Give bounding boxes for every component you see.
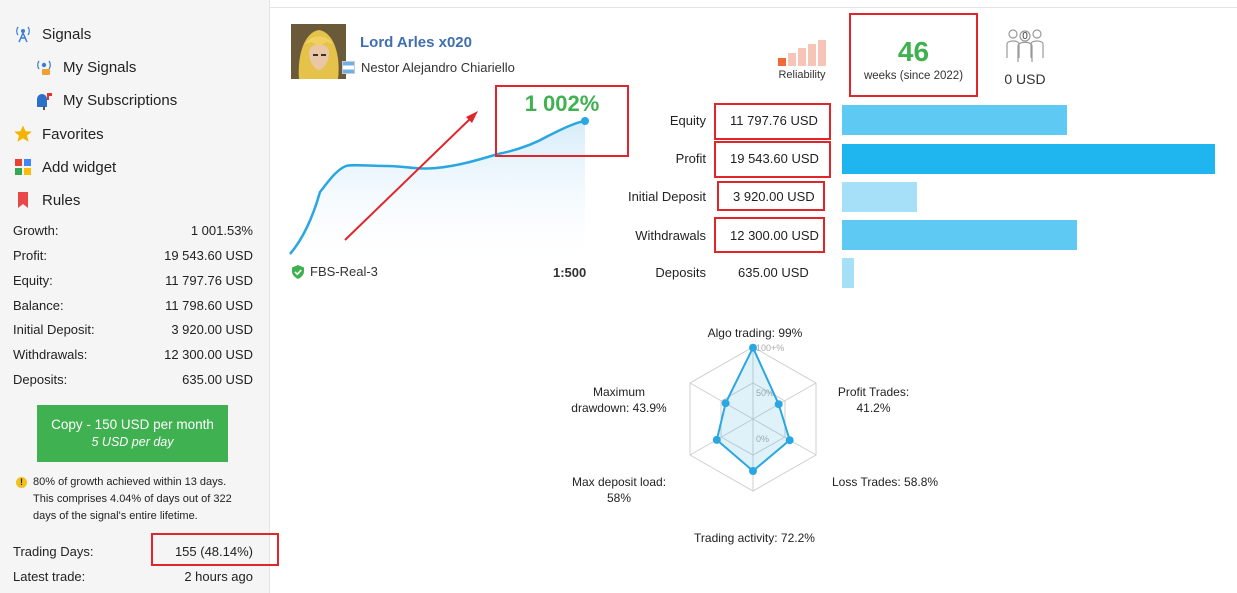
growth-line <box>289 119 586 255</box>
radar-point-2 <box>785 436 794 445</box>
sidebar-item-label: My Subscriptions <box>63 91 178 109</box>
sidebar-item-rules[interactable]: Rules <box>13 190 80 210</box>
subscribers-count: 0 <box>1022 31 1028 42</box>
bookmark-icon <box>13 190 33 210</box>
signal-title-link[interactable]: Lord Arles x020 <box>360 34 472 51</box>
stat-balance: Balance: 11 798.60 USD <box>13 298 253 313</box>
stat-latest-trade: Latest trade: 2 hours ago <box>13 569 253 584</box>
profit-value: 19 543.60 USD <box>730 151 819 166</box>
subscribers-value: 0 USD <box>1004 71 1046 87</box>
subscribers-people-icon: 0 <box>1006 29 1044 62</box>
radar-point-5 <box>721 399 730 408</box>
radar-label-activity: Trading activity: 72.2% <box>694 531 815 545</box>
copy-button-daily: 5 USD per day <box>91 435 174 449</box>
radar-point-0 <box>749 343 757 352</box>
stat-growth: Growth: 1 001.53% <box>13 223 253 238</box>
weeks-label: weeks (since 2022) <box>863 70 964 82</box>
copy-button-price: Copy - 150 USD per month <box>51 417 214 432</box>
stat-equity: Equity: 11 797.76 USD <box>13 273 253 288</box>
author: Nestor Alejandro Chiariello <box>342 60 515 75</box>
sidebar: Signals My Signals My Subscriptions Favo… <box>0 0 270 593</box>
mailbox-icon <box>34 90 54 110</box>
account-link[interactable]: FBS-Real-3 <box>291 264 378 279</box>
widget-icon <box>13 157 33 177</box>
radar-label-algo: Algo trading: 99% <box>707 326 803 340</box>
signals-antenna-icon <box>13 24 33 44</box>
radar-tick-0: 0% <box>756 434 769 444</box>
stat-trading-days: Trading Days: 155 (48.14%) <box>13 544 253 559</box>
star-icon <box>13 124 33 144</box>
radar-point-1 <box>774 400 783 409</box>
initial-deposit-value: 3 920.00 USD <box>733 189 815 204</box>
radar-point-3 <box>749 467 757 475</box>
profit-label: Profit <box>675 151 706 166</box>
annotation-arrow <box>344 111 478 241</box>
sidebar-item-add-widget[interactable]: Add widget <box>13 157 116 177</box>
stat-deposits: Deposits: 635.00 USD <box>13 372 253 387</box>
withdrawals-label: Withdrawals <box>635 228 706 243</box>
withdrawals-value: 12 300.00 USD <box>730 228 819 243</box>
account-name: FBS-Real-3 <box>310 264 378 279</box>
deposits-value: 635.00 USD <box>738 265 809 280</box>
initial-deposit-label: Initial Deposit <box>627 189 706 204</box>
radar-chart: 100+% 50% 0% <box>689 343 817 492</box>
stat-initial-deposit: Initial Deposit: 3 920.00 USD <box>13 322 253 337</box>
equity-label: Equity <box>669 113 706 128</box>
deposits-bar <box>842 258 854 288</box>
my-signals-icon <box>34 57 54 77</box>
sidebar-item-label: My Signals <box>63 58 137 76</box>
growth-value: 1 002% <box>524 91 600 116</box>
weeks-counter: 46 weeks (since 2022) <box>850 14 977 96</box>
radar-label-profit: Profit Trades: 41.2% <box>837 385 910 415</box>
stat-profit: Profit: 19 543.60 USD <box>13 248 253 263</box>
profit-bar <box>842 144 1215 174</box>
radar-series-area <box>715 345 791 473</box>
radar-points <box>712 343 794 475</box>
sidebar-item-signals[interactable]: Signals <box>13 24 91 44</box>
deposits-label: Deposits <box>655 265 706 280</box>
withdrawals-bar <box>842 220 1077 250</box>
radar-tick-100: 100+% <box>756 343 784 353</box>
weeks-value: 46 <box>897 36 930 67</box>
verified-shield-icon <box>292 264 304 279</box>
reliability-bars-icon <box>770 40 834 66</box>
top-divider <box>270 7 1237 8</box>
sidebar-item-label: Signals <box>42 25 92 43</box>
stat-withdrawals: Withdrawals: 12 300.00 USD <box>13 347 253 362</box>
radar-label-deposit-load: Max deposit load: 58% <box>571 475 667 505</box>
growth-endpoint <box>581 117 589 125</box>
avatar[interactable] <box>291 24 346 79</box>
reliability-indicator: Reliability <box>770 40 834 81</box>
radar-grid <box>689 346 817 492</box>
argentina-flag-icon <box>342 61 355 74</box>
equity-value: 11 797.76 USD <box>730 113 818 128</box>
copy-subscribe-button[interactable]: Copy - 150 USD per month 5 USD per day <box>37 405 228 462</box>
warning-icon: ! <box>16 477 27 488</box>
sidebar-item-label: Add widget <box>42 158 117 176</box>
initial-deposit-bar <box>842 182 917 212</box>
radar-tick-50: 50% <box>756 388 774 398</box>
radar-point-4 <box>712 435 721 444</box>
author-name: Nestor Alejandro Chiariello <box>361 60 515 75</box>
subscribers-block: 0 0 USD <box>1000 24 1050 87</box>
equity-bar <box>842 105 1067 135</box>
leverage: 1:500 <box>553 265 587 280</box>
sidebar-item-my-signals[interactable]: My Signals <box>34 57 136 77</box>
sidebar-item-label: Rules <box>42 191 81 209</box>
radar-label-loss: Loss Trades: 58.8% <box>832 475 939 489</box>
radar-label-drawdown: Maximum drawdown: 43.9% <box>571 385 667 415</box>
sidebar-item-favorites[interactable]: Favorites <box>13 124 104 144</box>
sidebar-item-label: Favorites <box>42 125 104 143</box>
reliability-label: Reliability <box>778 69 826 81</box>
sidebar-item-my-subscriptions[interactable]: My Subscriptions <box>34 90 177 110</box>
growth-note: ! 80% of growth achieved within 13 days.… <box>16 474 261 525</box>
